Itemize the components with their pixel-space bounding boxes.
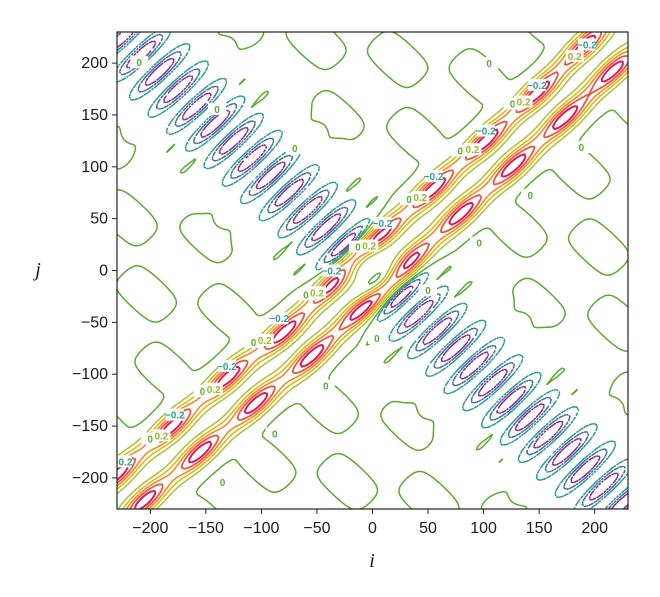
contour-label: 0.2 [362, 242, 376, 253]
contour-label: 0 [303, 290, 309, 301]
contour-label: 0.2 [466, 145, 480, 156]
contour-label-bg [213, 476, 232, 489]
contour-level-neg0p3 [117, 32, 628, 509]
contour-label-bg [204, 382, 223, 395]
contour-label: −0.2 [269, 314, 289, 325]
contour-label-bg [217, 359, 236, 372]
contour-label: 0.2 [413, 193, 427, 204]
contour-label: 0 [323, 382, 329, 393]
contour-label-bg [565, 49, 584, 62]
contour-label: 0 [406, 195, 412, 206]
contour-label: −0.2 [476, 127, 496, 138]
contour-label-bg [270, 312, 289, 325]
x-tick-label: −100 [243, 520, 279, 537]
contour-label: 0.2 [568, 52, 582, 63]
contour-label-bg [527, 78, 546, 91]
contour-label-bg [514, 95, 533, 108]
contour-label: 0 [251, 338, 257, 349]
x-axis: −200 −150 −100 −50 0 50 100 150 200 [132, 509, 608, 537]
contour-label: 0 [486, 59, 492, 70]
contour-label-bg [285, 142, 304, 155]
contour-label: −0.2 [165, 411, 185, 422]
contour-label-bg [117, 455, 132, 468]
contour-label: 0 [374, 334, 380, 345]
contour-label-bg [360, 239, 379, 252]
contour-label-bg [152, 429, 171, 442]
contour-label-bg [480, 57, 499, 70]
contour-label-bg [322, 264, 341, 277]
y-axis: −200 −150 −100 −50 0 50 100 150 200 [72, 55, 117, 487]
y-tick-label: 0 [99, 263, 108, 280]
x-tick-label: −50 [303, 520, 330, 537]
contour-label: 0 [220, 478, 226, 489]
x-tick-label: 150 [526, 520, 553, 537]
x-axis-label: i [369, 550, 375, 572]
contour-label: 0.2 [310, 288, 324, 299]
y-tick-label: 150 [81, 107, 108, 124]
contour-label-bg [419, 284, 438, 297]
x-tick-label: −200 [132, 520, 168, 537]
contour-label-bg [367, 331, 386, 344]
x-tick-label: −150 [188, 520, 224, 537]
y-tick-label: −200 [72, 470, 108, 487]
contour-label-bg [207, 102, 226, 115]
contour-label: 0 [425, 286, 431, 297]
contour-label-bg [577, 38, 596, 51]
contour-level-neg0p2 [117, 32, 628, 509]
contour-label: 0.2 [154, 431, 168, 442]
x-tick-label: 50 [419, 520, 437, 537]
contour-label: 0 [355, 243, 361, 254]
contour-label-bg [470, 236, 489, 249]
contour-label-bg [255, 334, 274, 347]
contour-label: −0.2 [577, 40, 597, 51]
contour-label-bg [165, 408, 184, 421]
y-axis-label: j [32, 259, 41, 281]
y-tick-label: 50 [90, 211, 108, 228]
contour-label: 0 [457, 146, 463, 157]
contour-label-bg [307, 286, 326, 299]
contour-label: 0 [292, 144, 298, 155]
contour-label: 0.2 [258, 336, 272, 347]
contour-label-bg [463, 143, 482, 156]
contour-label: 0 [510, 100, 516, 111]
contour-label: 0 [136, 58, 142, 69]
contour-label: 0 [148, 435, 154, 446]
contour-labels: 000000000000000000000.20.20.20.20.20.20.… [113, 38, 597, 489]
contour-label: 0 [272, 429, 278, 440]
x-tick-label: 200 [581, 520, 608, 537]
contour-label-bg [411, 190, 430, 203]
y-tick-label: −150 [72, 418, 108, 435]
y-tick-label: 200 [81, 55, 108, 72]
contour-label: −0.2 [424, 172, 444, 183]
contour-label-bg [373, 216, 392, 229]
contour-level-neg0p1 [117, 32, 628, 509]
contour-label-bg [521, 188, 540, 201]
contour-label: 0 [476, 239, 482, 250]
contour-label: 0.2 [517, 98, 531, 109]
contour-label: −0.2 [217, 362, 237, 373]
contour-label-bg [130, 56, 149, 69]
y-tick-label: −100 [72, 366, 108, 383]
contour-label-bg [265, 427, 284, 440]
contour-label-bg [424, 170, 443, 183]
contour-label: 0 [527, 191, 533, 202]
contour-label: 0 [214, 105, 220, 116]
plot-background [117, 32, 628, 509]
contour-label-bg [572, 141, 591, 154]
contour-label-bg [316, 379, 335, 392]
contour-level-0p002 [117, 32, 628, 509]
contour-label: −0.2 [113, 457, 133, 468]
contour-label: −0.2 [373, 219, 393, 230]
contour-label-bg [476, 124, 495, 137]
y-tick-label: 100 [81, 159, 108, 176]
y-tick-label: −50 [81, 314, 108, 331]
x-tick-label: 100 [470, 520, 497, 537]
contour-label: 0 [200, 387, 206, 398]
contour-label: −0.2 [322, 267, 342, 278]
contour-label: −0.2 [527, 81, 547, 92]
contour-label: 0 [579, 143, 585, 154]
x-tick-label: 0 [368, 520, 377, 537]
contour-label: 0.2 [207, 385, 221, 396]
